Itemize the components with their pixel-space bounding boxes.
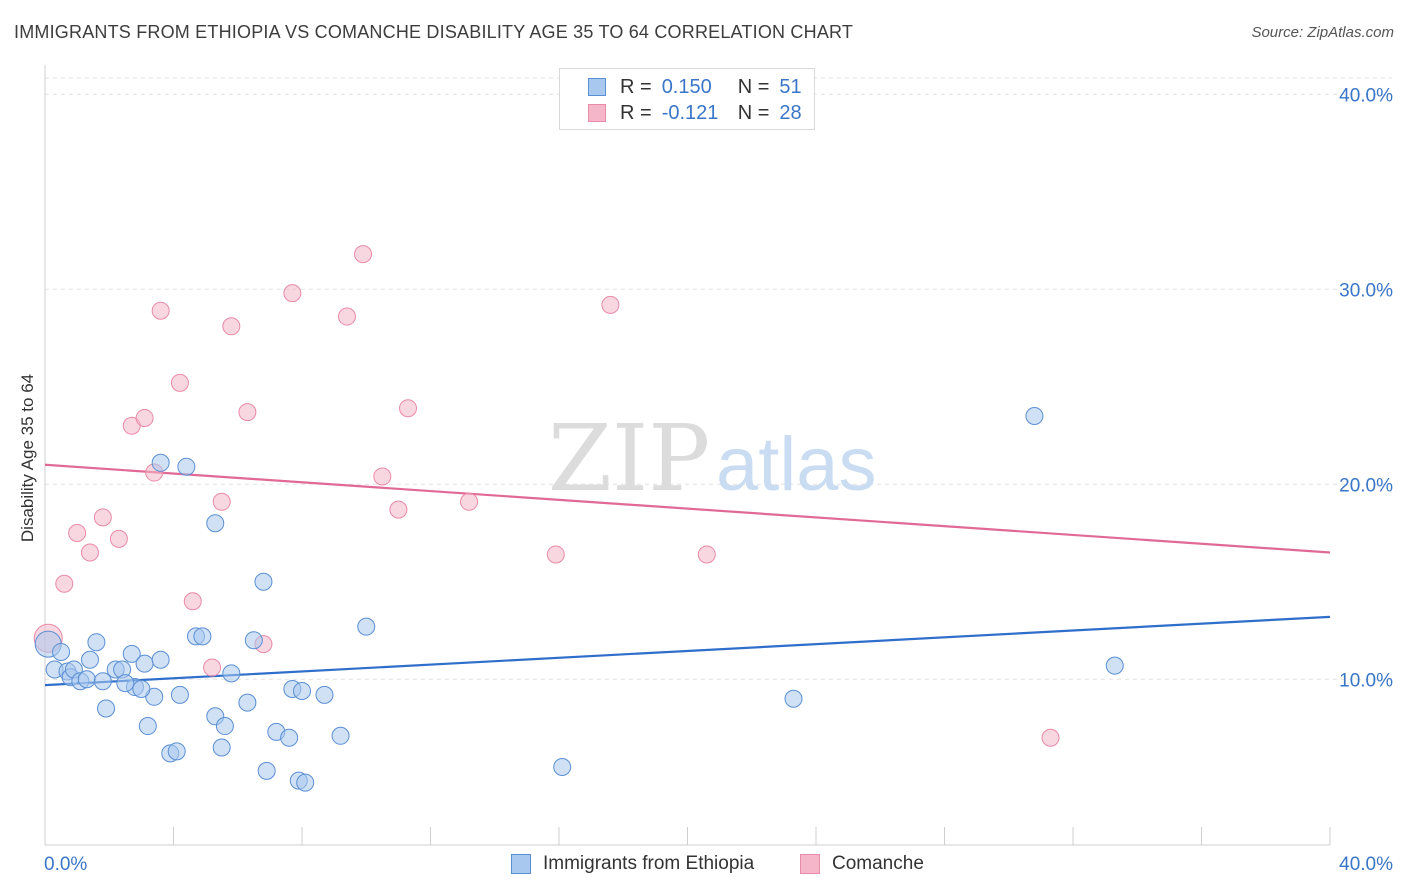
data-point-ethiopia [357,617,376,636]
data-point-comanche [337,307,356,326]
data-point-comanche [80,543,99,562]
data-point-ethiopia [784,689,803,708]
data-point-ethiopia [296,773,315,792]
data-point-ethiopia [215,717,234,736]
x-tick-label: 0.0% [44,854,87,875]
legend-r-value: 0.150 [661,75,712,98]
data-point-comanche [373,467,392,486]
data-point-ethiopia [331,726,350,745]
watermark-atlas: atlas [716,422,877,507]
legend-n-value: 28 [779,101,802,124]
data-point-comanche [697,545,716,564]
legend-r-label: R = [620,75,652,98]
data-point-comanche [68,524,87,542]
data-point-ethiopia [1105,656,1124,675]
data-point-comanche [203,658,222,677]
legend-swatch-blue [588,78,606,96]
bottom-legend-label-ethiopia: Immigrants from Ethiopia [543,853,755,874]
bottom-legend-label-comanche: Comanche [832,853,924,874]
data-point-ethiopia [77,670,96,689]
axes [44,65,1331,846]
data-point-comanche [55,574,74,593]
bottom-legend-ethiopia: Immigrants from Ethiopia [511,852,754,876]
data-point-ethiopia [222,664,241,683]
bottom-legend-comanche: Comanche [800,852,924,876]
chart-title: IMMIGRANTS FROM ETHIOPIA VS COMANCHE DIS… [14,22,854,42]
data-point-comanche [389,500,408,519]
data-point-ethiopia [167,742,186,761]
source-label: Source: ZipAtlas.com [1251,24,1394,41]
data-point-comanche [183,592,202,611]
y-tick-label: 40.0% [1339,85,1393,106]
data-point-ethiopia [280,728,299,747]
data-point-ethiopia [212,738,231,757]
data-point-comanche [283,284,302,303]
data-point-ethiopia [132,680,151,698]
y-tick-label: 10.0% [1339,670,1393,691]
data-point-ethiopia [151,650,170,669]
data-point-ethiopia [170,685,189,704]
data-point-ethiopia [315,685,334,704]
data-point-ethiopia [257,761,276,780]
data-point-comanche [135,408,154,427]
data-point-comanche [399,399,418,418]
data-point-ethiopia [135,654,154,673]
data-point-comanche [460,492,479,511]
data-point-comanche [546,545,565,564]
data-point-ethiopia [122,644,141,663]
trend-line-ethiopia [44,615,1331,687]
legend-swatch-pink [588,104,606,122]
legend-n-value: 51 [779,75,802,98]
data-point-ethiopia [254,572,273,591]
data-point-ethiopia [177,457,196,476]
y-tick-label: 20.0% [1339,475,1393,496]
legend-box: R = 0.150 N = 51 R = -0.121 N = 28 [559,68,815,130]
trend-lines [44,463,1331,687]
x-tick-label: 40.0% [1339,854,1393,875]
points-ethiopia [34,407,1124,792]
data-point-ethiopia [80,650,99,669]
legend-row-comanche: R = -0.121 N = 28 [588,101,802,125]
x-tick-labels: 0.0% 40.0% [44,854,1393,875]
data-point-ethiopia [553,758,572,776]
data-point-ethiopia [87,633,106,652]
data-point-ethiopia [116,674,135,693]
data-point-comanche [151,301,170,320]
data-point-ethiopia [151,453,170,472]
y-tick-labels: 10.0% 20.0% 30.0% 40.0% [1339,85,1393,691]
data-point-ethiopia [293,681,311,700]
legend-n-label: N = [737,75,770,98]
data-point-comanche [93,508,112,527]
data-point-comanche [212,492,231,511]
watermark-zip: ZIP [548,405,710,512]
data-point-ethiopia [244,631,263,650]
data-point-ethiopia [1025,407,1044,425]
bottom-legend-swatch-blue [511,854,531,874]
data-point-ethiopia [206,514,225,533]
data-point-ethiopia [138,717,157,736]
data-point-comanche [238,403,257,422]
data-point-comanche [354,245,373,264]
data-point-ethiopia [238,693,257,712]
bottom-legend-swatch-pink [800,854,820,874]
data-point-ethiopia [93,672,112,691]
legend-row-ethiopia: R = 0.150 N = 51 [588,75,802,99]
y-tick-label: 30.0% [1339,280,1393,301]
legend-r-label: R = [620,101,652,124]
data-point-comanche [601,295,620,314]
data-point-ethiopia [193,627,212,646]
data-point-ethiopia [52,642,71,661]
data-point-ethiopia [97,699,116,718]
trend-line-comanche [44,463,1331,554]
points-comanche [33,245,1060,747]
legend-n-label: N = [737,101,770,124]
grid-lines [45,77,1392,680]
data-point-comanche [222,317,241,336]
legend-r-value: -0.121 [661,101,719,124]
data-point-comanche [1041,728,1060,747]
data-point-comanche [109,529,128,548]
data-point-comanche [170,373,189,392]
watermark: ZIP atlas [548,405,877,512]
